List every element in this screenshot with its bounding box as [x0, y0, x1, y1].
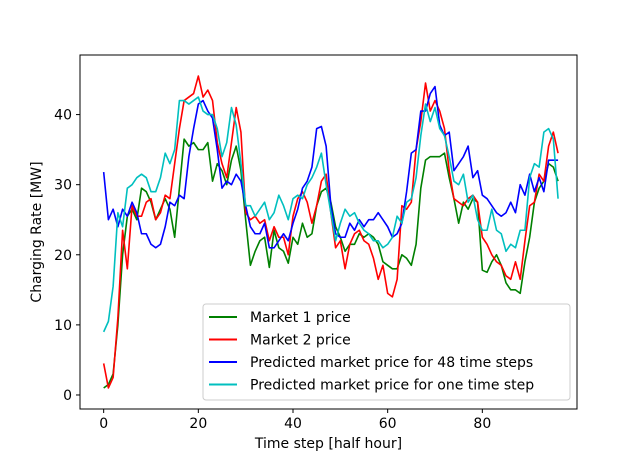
- y-tick-label: 30: [54, 178, 72, 194]
- x-tick-label: 20: [189, 416, 207, 432]
- series-line-4: [102, 96, 559, 333]
- legend-label: Predicted market price for one time step: [250, 378, 534, 394]
- y-tick-label: 40: [54, 108, 72, 124]
- x-axis-label: Time step [half hour]: [254, 436, 402, 452]
- y-tick-label: 20: [54, 248, 72, 264]
- x-tick-label: 60: [379, 416, 397, 432]
- y-axis: 0 10 20 30 40: [54, 108, 80, 404]
- legend: Market 1 price Market 2 price Predicted ma…: [202, 303, 571, 401]
- legend-label: Market 2 price: [250, 333, 351, 349]
- x-tick-label: 40: [284, 416, 302, 432]
- legend-box: [202, 303, 571, 401]
- y-tick-label: 10: [54, 318, 72, 334]
- x-tick-label: 0: [99, 416, 108, 432]
- y-axis-label: Charging Rate [MW]: [29, 161, 45, 302]
- axes-frame: [79, 54, 578, 410]
- x-axis: 0 20 40 60 80: [99, 409, 491, 432]
- series-line-3: [102, 85, 559, 249]
- plot-area: [102, 75, 559, 389]
- y-tick-label: 0: [63, 388, 72, 404]
- legend-label: Market 1 price: [250, 310, 351, 326]
- legend-label: Predicted market price for 48 time steps: [250, 355, 533, 371]
- x-tick-label: 80: [473, 416, 491, 432]
